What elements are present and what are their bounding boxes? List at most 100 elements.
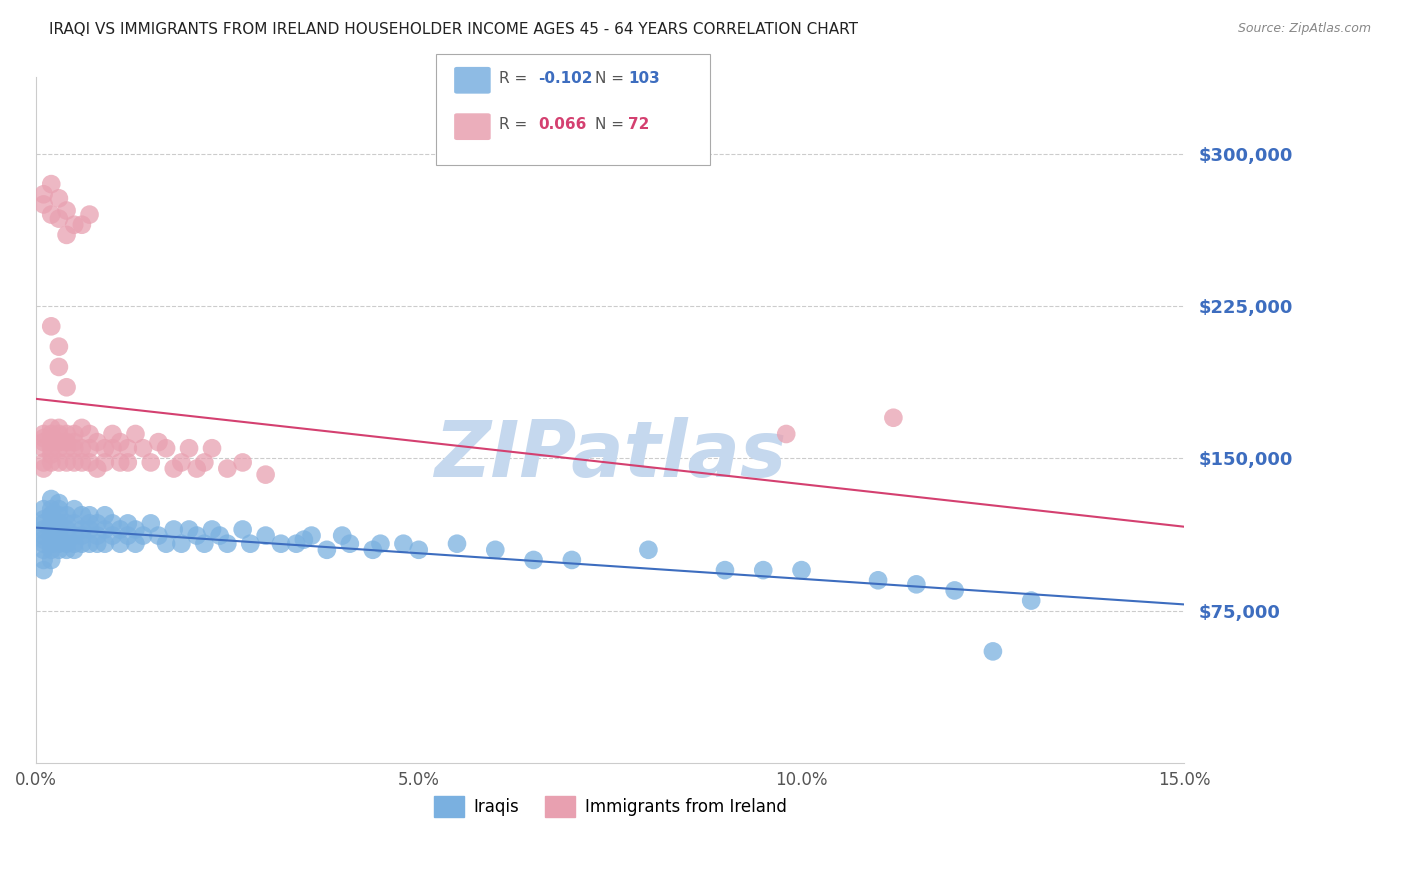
Point [1019, 593, 1042, 607]
Text: 72: 72 [628, 118, 650, 132]
Point [32, 528, 55, 542]
Point [32, 553, 55, 567]
Point [39, 455, 62, 469]
Point [39, 523, 62, 537]
Point [39, 553, 62, 567]
Point [48, 421, 70, 435]
Point [32, 512, 55, 526]
Point [94, 523, 117, 537]
Point [108, 523, 131, 537]
Point [39, 537, 62, 551]
Point [330, 528, 353, 542]
Point [292, 533, 315, 547]
Point [39, 427, 62, 442]
Point [32, 502, 55, 516]
Point [186, 461, 208, 475]
Point [117, 441, 139, 455]
Point [217, 461, 239, 475]
Point [32, 197, 55, 211]
Point [339, 537, 361, 551]
Point [408, 542, 430, 557]
Point [39, 537, 62, 551]
Point [48, 508, 70, 523]
Point [48, 528, 70, 542]
Point [48, 496, 70, 510]
Point [148, 528, 170, 542]
Point [86, 537, 108, 551]
Point [55, 516, 77, 531]
Point [285, 537, 308, 551]
Point [63, 537, 86, 551]
Point [70, 508, 93, 523]
Point [79, 455, 101, 469]
Point [775, 427, 797, 442]
Point [39, 502, 62, 516]
Point [48, 359, 70, 374]
Point [239, 537, 262, 551]
Point [39, 508, 62, 523]
Point [108, 455, 131, 469]
Point [32, 431, 55, 445]
Point [155, 441, 177, 455]
Point [63, 516, 86, 531]
Point [101, 516, 124, 531]
Point [905, 577, 928, 591]
Point [101, 441, 124, 455]
Point [108, 435, 131, 450]
Point [63, 218, 86, 232]
Point [55, 455, 77, 469]
Point [254, 467, 277, 482]
Point [94, 441, 117, 455]
Point [63, 427, 86, 442]
Point [124, 523, 146, 537]
Point [370, 537, 392, 551]
Point [70, 528, 93, 542]
Point [48, 537, 70, 551]
Text: R =: R = [499, 118, 533, 132]
Point [55, 427, 77, 442]
Point [148, 435, 170, 450]
Text: 0.066: 0.066 [538, 118, 586, 132]
Point [232, 455, 254, 469]
Point [39, 491, 62, 506]
Point [79, 427, 101, 442]
Point [55, 523, 77, 537]
Point [155, 537, 177, 551]
Point [163, 523, 186, 537]
Point [79, 537, 101, 551]
Point [32, 427, 55, 442]
Point [48, 441, 70, 455]
Point [48, 211, 70, 226]
Point [48, 516, 70, 531]
Point [70, 421, 93, 435]
Point [186, 528, 208, 542]
Point [70, 218, 93, 232]
Point [39, 528, 62, 542]
Text: 103: 103 [628, 71, 661, 86]
Point [193, 455, 215, 469]
Point [94, 537, 117, 551]
Point [39, 421, 62, 435]
Point [94, 455, 117, 469]
Text: ZIPatlas: ZIPatlas [434, 417, 786, 492]
Point [270, 537, 292, 551]
Point [101, 427, 124, 442]
Point [39, 319, 62, 334]
Point [39, 435, 62, 450]
Point [63, 455, 86, 469]
Point [94, 508, 117, 523]
Point [48, 455, 70, 469]
Point [39, 523, 62, 537]
Point [522, 553, 544, 567]
Point [63, 502, 86, 516]
Text: N =: N = [595, 118, 628, 132]
Point [48, 340, 70, 354]
Text: N =: N = [595, 71, 628, 86]
Point [55, 508, 77, 523]
Point [63, 542, 86, 557]
Point [714, 563, 737, 577]
Point [201, 441, 224, 455]
Point [637, 542, 659, 557]
Point [48, 523, 70, 537]
Text: -0.102: -0.102 [538, 71, 593, 86]
